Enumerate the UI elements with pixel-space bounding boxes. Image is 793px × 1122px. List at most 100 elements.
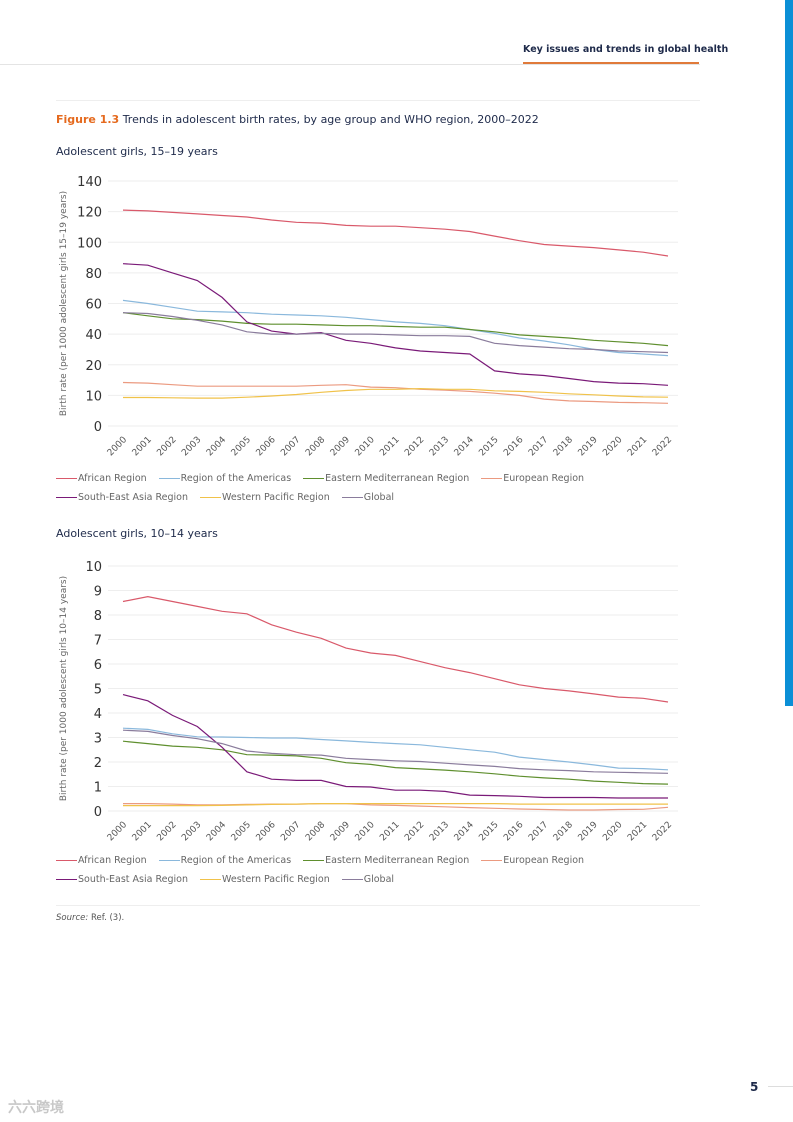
x-tick-label: 2009 xyxy=(329,435,352,458)
y-tick-label: 80 xyxy=(85,267,102,282)
x-tick-label: 2002 xyxy=(155,820,178,843)
x-tick-label: 2001 xyxy=(131,435,154,458)
watermark: 六六跨境 xyxy=(8,1100,64,1116)
legend-item: Western Pacific Region xyxy=(200,874,330,885)
legend-item: Eastern Mediterranean Region xyxy=(303,855,469,866)
series-line-region-of-the-americas xyxy=(122,299,669,357)
x-tick-label: 2019 xyxy=(577,435,600,458)
legend-swatch xyxy=(56,478,77,479)
series-line-african-region xyxy=(122,595,669,703)
legend-swatch xyxy=(200,879,222,880)
legend-label: Western Pacific Region xyxy=(222,874,330,885)
source-note: Source: Ref. (3). xyxy=(56,913,124,923)
legend-item: Eastern Mediterranean Region xyxy=(303,473,469,484)
y-tick-label: 120 xyxy=(77,206,102,221)
legend-item: Global xyxy=(341,492,395,503)
legend-row: African Region Region of the Americas East… xyxy=(56,851,584,870)
x-tick-label: 2013 xyxy=(428,820,451,843)
series-line-african-region xyxy=(122,209,669,257)
source-label: Source: xyxy=(56,913,89,923)
y-tick-label: 60 xyxy=(85,298,102,313)
chart2-legend: African Region Region of the Americas East… xyxy=(56,851,584,889)
x-tick-label: 2008 xyxy=(304,435,327,458)
x-tick-label: 2012 xyxy=(403,820,426,843)
y-tick-label: 1 xyxy=(94,781,102,796)
legend-swatch xyxy=(303,478,325,479)
y-tick-label: 40 xyxy=(85,328,102,343)
x-tick-label: 2018 xyxy=(552,820,575,843)
chart1-legend: African Region Region of the Americas East… xyxy=(56,469,584,507)
series-line-region-of-the-americas xyxy=(122,727,669,771)
x-tick-label: 2010 xyxy=(354,820,377,843)
x-tick-label: 2007 xyxy=(279,820,302,843)
series-line-european-region xyxy=(122,381,669,404)
y-tick-label: 4 xyxy=(94,707,102,722)
legend-label: European Region xyxy=(503,473,585,484)
series-line-western-pacific-region xyxy=(123,387,669,399)
x-tick-label: 2009 xyxy=(329,820,352,843)
legend-label: Global xyxy=(363,492,395,503)
x-tick-label: 2019 xyxy=(577,820,600,843)
legend-label: Western Pacific Region xyxy=(222,492,330,503)
source-text: Ref. (3). xyxy=(90,913,125,923)
series-line-western-pacific-region xyxy=(123,803,668,807)
x-tick-label: 2008 xyxy=(304,820,327,843)
x-tick-label: 2001 xyxy=(131,820,154,843)
x-tick-label: 2017 xyxy=(527,820,550,843)
figure-top-divider xyxy=(56,100,700,101)
y-tick-label: 7 xyxy=(94,634,102,649)
legend-label: Eastern Mediterranean Region xyxy=(325,473,470,484)
y-tick-label: 20 xyxy=(85,359,102,374)
legend-swatch xyxy=(56,497,77,498)
y-tick-label: 10 xyxy=(85,560,102,575)
x-tick-label: 2007 xyxy=(279,435,302,458)
legend-swatch xyxy=(481,478,503,479)
y-tick-label: 140 xyxy=(77,175,102,190)
legend-item: African Region xyxy=(56,473,147,484)
series-line-eastern-mediterranean-region xyxy=(122,740,669,785)
series-line-eastern-mediterranean-region xyxy=(122,312,669,347)
series-line-south-east-asia-region xyxy=(122,694,668,799)
y-axis-label: Birth rate (per 1000 adolescent girls 15… xyxy=(59,191,69,416)
x-tick-label: 2020 xyxy=(601,820,624,843)
x-tick-label: 2013 xyxy=(428,435,451,458)
legend-item: Western Pacific Region xyxy=(200,492,330,503)
y-tick-label: 8 xyxy=(94,609,102,624)
legend-label: European Region xyxy=(503,855,585,866)
y-tick-label: 9 xyxy=(94,585,102,600)
x-tick-label: 2018 xyxy=(552,435,575,458)
legend-swatch xyxy=(200,497,222,498)
x-tick-label: 2006 xyxy=(254,435,277,458)
legend-item: South-East Asia Region xyxy=(56,874,188,885)
legend-swatch xyxy=(56,879,77,880)
legend-item: European Region xyxy=(481,473,584,484)
figure-caption: Trends in adolescent birth rates, by age… xyxy=(122,113,539,126)
y-tick-label: 10 xyxy=(85,389,102,404)
x-tick-label: 2005 xyxy=(230,435,253,458)
legend-label: Global xyxy=(363,874,395,885)
y-tick-label: 6 xyxy=(94,658,102,673)
y-tick-label: 2 xyxy=(94,756,102,771)
legend-item: Region of the Americas xyxy=(158,855,291,866)
legend-label: African Region xyxy=(78,473,147,484)
y-tick-label: 100 xyxy=(77,236,102,251)
chart1-title: Adolescent girls, 15–19 years xyxy=(56,145,218,158)
x-tick-label: 2010 xyxy=(354,435,377,458)
legend-swatch xyxy=(56,860,77,861)
y-tick-label: 3 xyxy=(94,732,102,747)
x-tick-label: 2011 xyxy=(378,435,401,458)
legend-swatch xyxy=(481,860,503,861)
y-tick-label: 0 xyxy=(94,420,102,435)
y-tick-label: 5 xyxy=(94,683,102,698)
legend-label: South-East Asia Region xyxy=(78,874,189,885)
legend-item: European Region xyxy=(481,855,584,866)
x-tick-label: 2016 xyxy=(502,435,525,458)
x-tick-label: 2011 xyxy=(378,820,401,843)
chart2-title: Adolescent girls, 10–14 years xyxy=(56,527,218,540)
x-tick-label: 2020 xyxy=(601,435,624,458)
legend-swatch xyxy=(341,497,363,498)
running-head: Key issues and trends in global health xyxy=(523,44,729,55)
chart-15-19: 0 10 20 40 60 80 100 120 140 Birth rate (per 1000… xyxy=(59,175,678,458)
page-number: 5 xyxy=(750,1080,759,1094)
x-tick-label: 2003 xyxy=(180,820,203,843)
